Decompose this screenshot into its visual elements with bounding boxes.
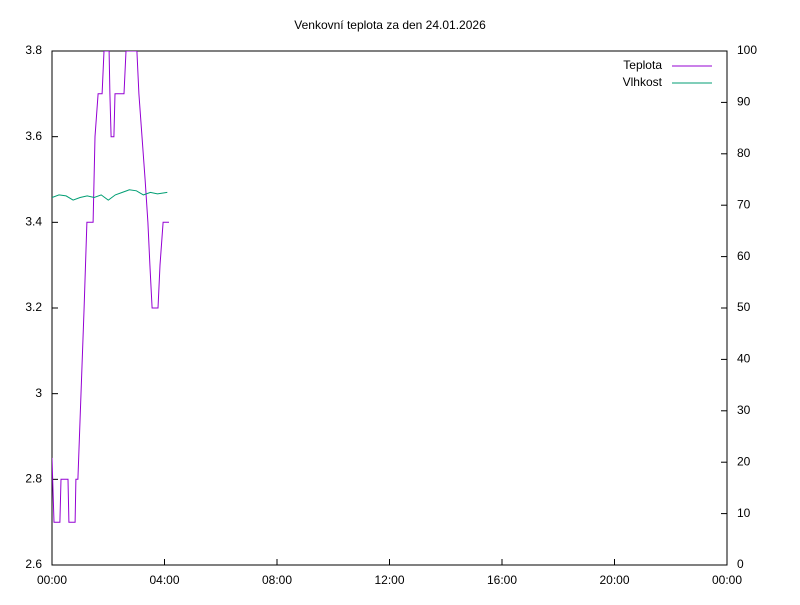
y2-tick-label: 0 [737,557,744,571]
y-tick-label: 3.4 [25,215,42,229]
y2-tick-label: 20 [737,454,751,468]
y2-tick-label: 40 [737,352,751,366]
y2-tick-label: 100 [737,43,757,57]
y-tick-label: 3.6 [25,129,42,143]
x-tick-label: 00:00 [712,573,742,587]
y2-tick-label: 90 [737,95,751,109]
y-tick-label: 3 [35,386,42,400]
x-tick-label: 00:00 [37,573,67,587]
legend-label: Vlhkost [623,75,663,89]
x-tick-label: 08:00 [262,573,292,587]
series-line [52,51,169,523]
chart-title: Venkovní teplota za den 24.01.2026 [294,18,486,32]
x-tick-label: 04:00 [149,573,179,587]
y2-tick-label: 30 [737,403,751,417]
y2-tick-label: 60 [737,249,751,263]
y2-tick-label: 50 [737,300,751,314]
y-tick-label: 3.2 [25,300,42,314]
series-line [52,189,168,201]
x-tick-label: 12:00 [374,573,404,587]
y-tick-label: 2.8 [25,472,42,486]
x-tick-label: 16:00 [487,573,517,587]
y2-tick-label: 80 [737,146,751,160]
y2-tick-label: 10 [737,506,751,520]
x-tick-label: 20:00 [599,573,629,587]
y2-tick-label: 70 [737,197,751,211]
legend-label: Teplota [623,58,662,72]
y-tick-label: 2.6 [25,557,42,571]
plot-area [52,51,169,523]
y-tick-label: 3.8 [25,43,42,57]
